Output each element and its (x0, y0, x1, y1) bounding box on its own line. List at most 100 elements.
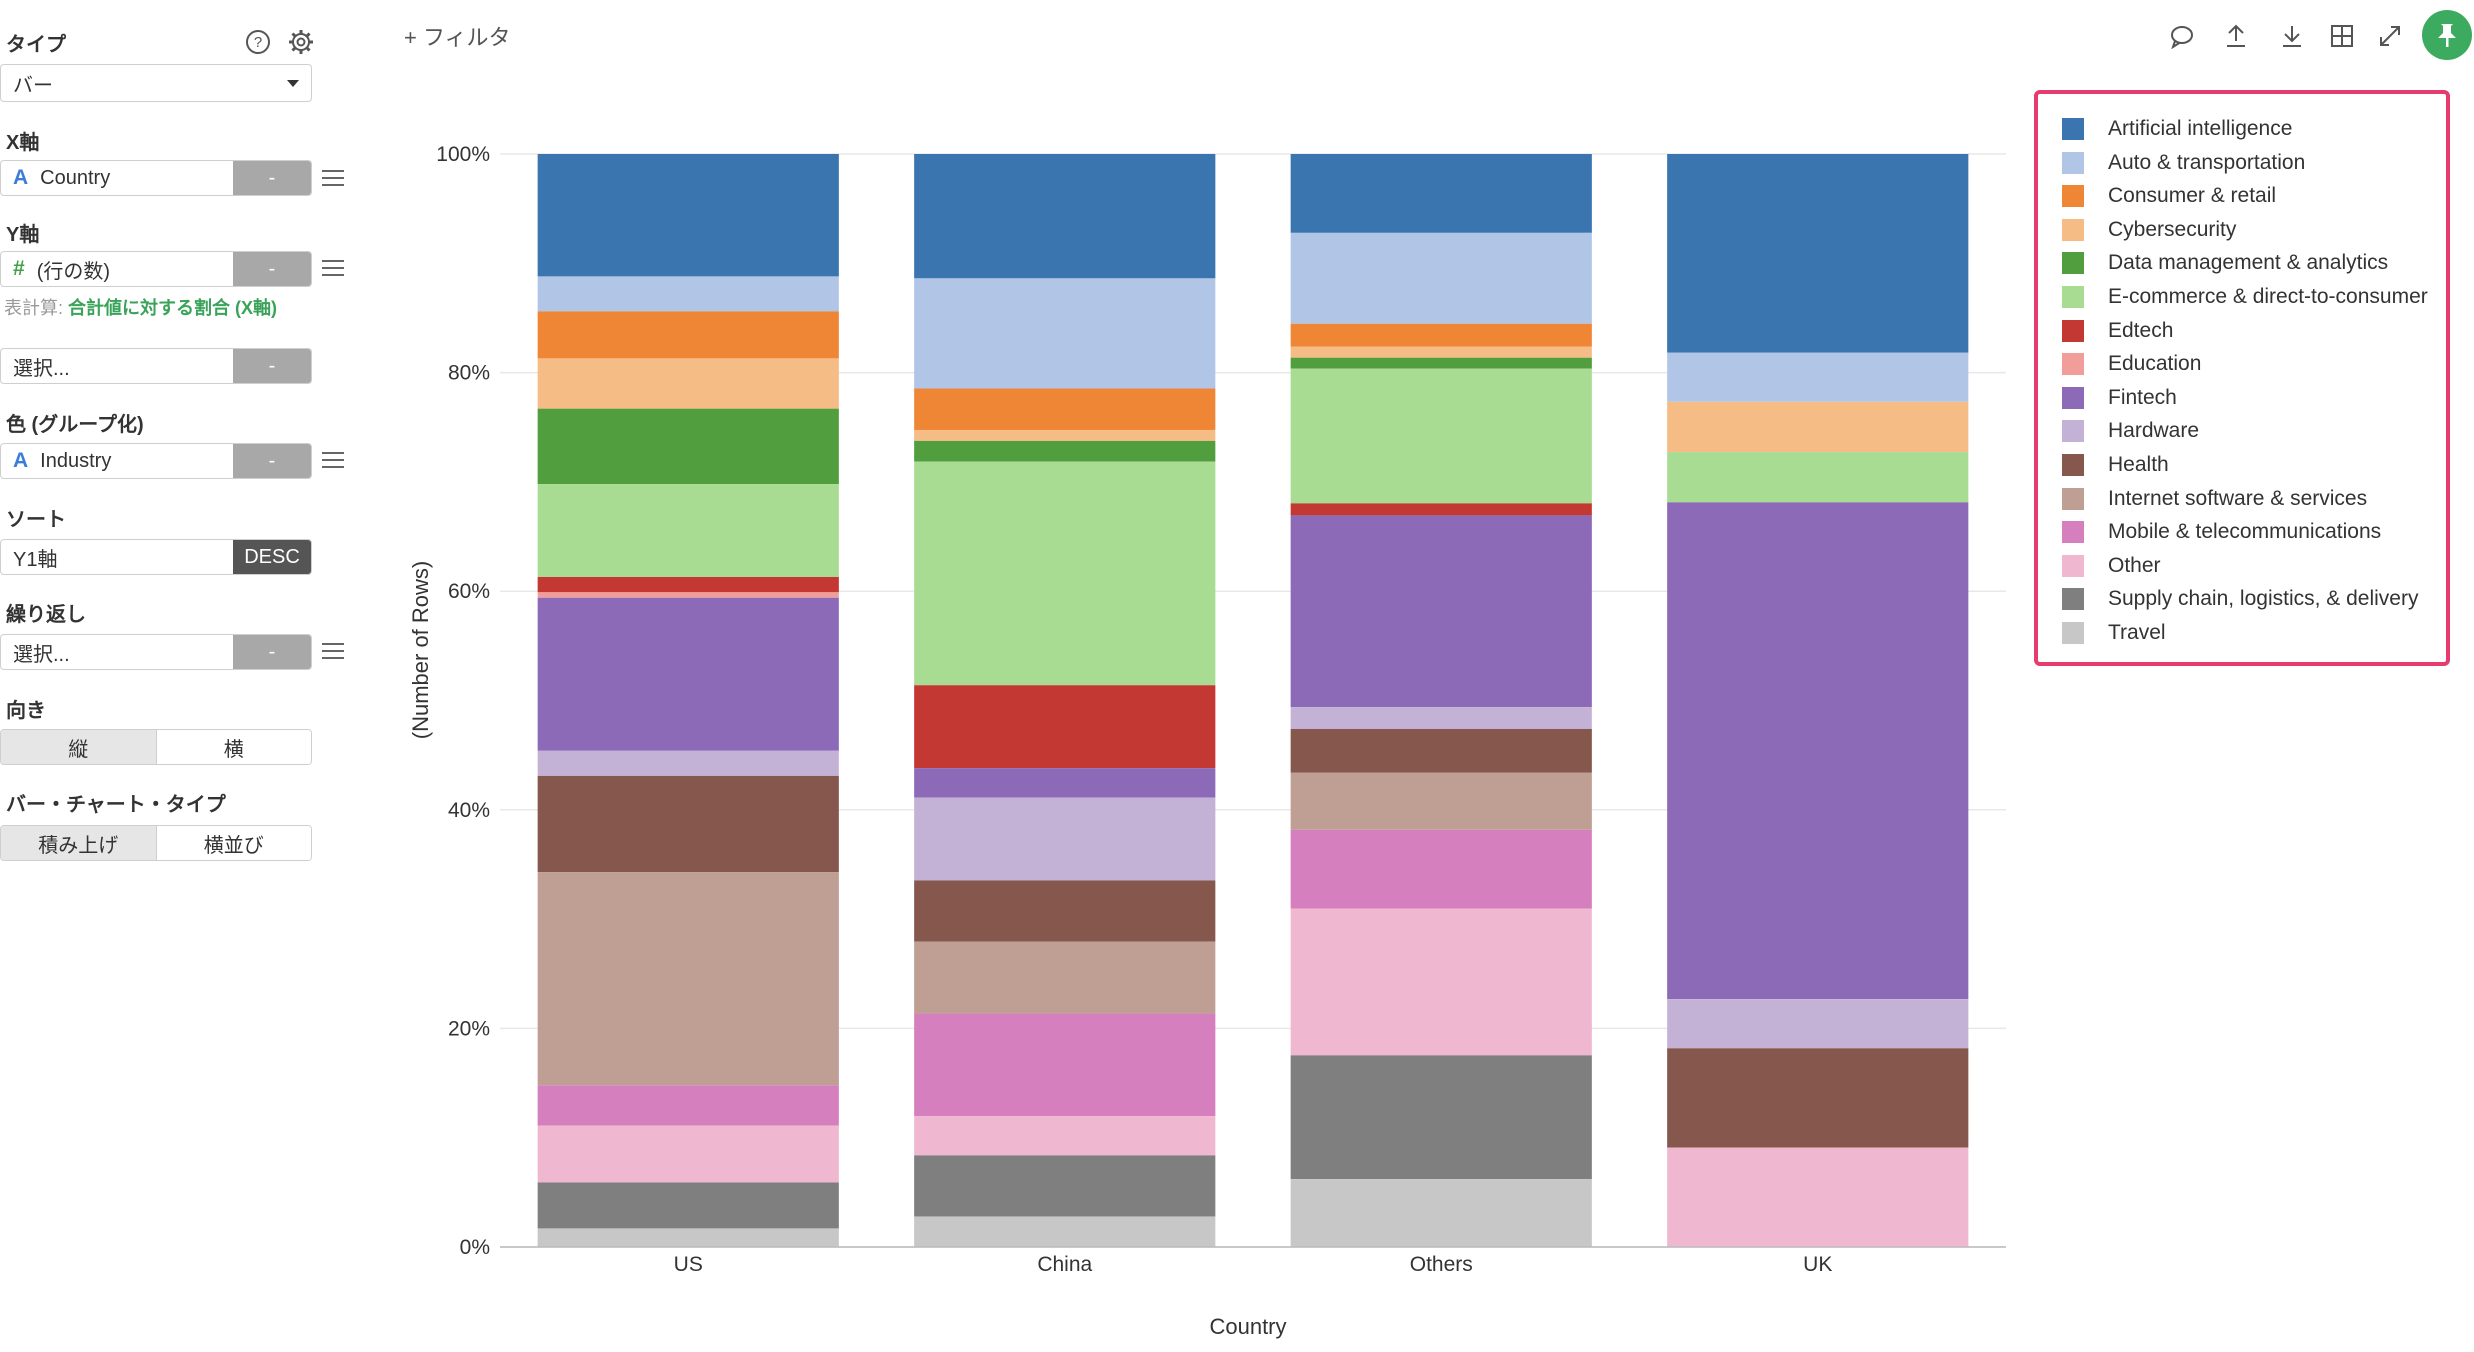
legend-item[interactable]: Supply chain, logistics, & delivery (2062, 584, 2418, 614)
bar-segment[interactable] (914, 1013, 1216, 1117)
bar-segment[interactable] (537, 358, 839, 409)
bar-segment[interactable] (537, 154, 839, 277)
bar-segment[interactable] (1290, 515, 1592, 708)
bar-segment[interactable] (1667, 502, 1969, 1000)
bar-segment[interactable] (537, 597, 839, 751)
bar-segment[interactable] (914, 1155, 1216, 1217)
bar-segment[interactable] (537, 576, 839, 593)
color-field[interactable]: A Industry - (0, 443, 312, 479)
bar-segment[interactable] (537, 1182, 839, 1229)
add-filter-button[interactable]: + フィルタ (404, 25, 511, 50)
y2-axis-option-button[interactable]: - (233, 349, 311, 383)
bar-segment[interactable] (914, 429, 1216, 441)
bar-segment[interactable] (537, 1085, 839, 1126)
bar-segment[interactable] (537, 592, 839, 598)
legend-item[interactable]: Fintech (2062, 383, 2177, 413)
bar-segment[interactable] (1290, 323, 1592, 347)
color-option-button[interactable]: - (233, 444, 311, 478)
bar-segment[interactable] (537, 484, 839, 577)
bar-segment[interactable] (1667, 352, 1969, 402)
legend-item[interactable]: Data management & analytics (2062, 248, 2388, 278)
y2-axis-field[interactable]: 選択... - (0, 348, 312, 384)
bar-segment[interactable] (914, 388, 1216, 430)
legend-item[interactable]: Travel (2062, 618, 2166, 648)
bar-segment[interactable] (537, 1228, 839, 1247)
bar-segment[interactable] (914, 1216, 1216, 1247)
orientation-horizontal-button[interactable]: 横 (156, 730, 311, 764)
download-icon[interactable] (2278, 22, 2306, 50)
bar-segment[interactable] (914, 461, 1216, 686)
bar-segment[interactable] (914, 685, 1216, 769)
comment-icon[interactable] (2168, 22, 2196, 50)
bar-segment[interactable] (1667, 999, 1969, 1049)
x-axis-option-button[interactable]: - (233, 161, 311, 195)
bar-segment[interactable] (1290, 232, 1592, 324)
legend-item[interactable]: Cybersecurity (2062, 215, 2236, 245)
legend-item[interactable]: Auto & transportation (2062, 148, 2305, 178)
bar-type-stacked-button[interactable]: 積み上げ (1, 826, 157, 860)
repeat-field[interactable]: 選択... - (0, 634, 312, 670)
bar-segment[interactable] (914, 768, 1216, 798)
bar-segment[interactable] (537, 311, 839, 359)
bar-type-side-button[interactable]: 横並び (156, 826, 311, 860)
repeat-menu-icon[interactable] (322, 643, 344, 661)
bar-segment[interactable] (537, 750, 839, 776)
bar-segment[interactable] (1290, 1055, 1592, 1180)
bar-segment[interactable] (1667, 1048, 1969, 1148)
legend-item[interactable]: Edtech (2062, 316, 2173, 346)
bar-segment[interactable] (1667, 452, 1969, 503)
x-axis-field[interactable]: A Country - (0, 160, 312, 196)
table-icon[interactable] (2328, 22, 2356, 50)
bar-segment[interactable] (1290, 707, 1592, 729)
legend-item[interactable]: Health (2062, 450, 2169, 480)
repeat-option-button[interactable]: - (233, 635, 311, 669)
bar-segment[interactable] (1290, 772, 1592, 830)
table-calculation-note[interactable]: 表計算: 合計値に対する割合 (X軸) (4, 298, 278, 318)
pin-button[interactable] (2422, 10, 2472, 60)
bar-segment[interactable] (1290, 728, 1592, 773)
legend-item[interactable]: Hardware (2062, 416, 2199, 446)
gear-icon[interactable] (288, 29, 314, 55)
bar-segment[interactable] (914, 278, 1216, 389)
bar-segment[interactable] (914, 440, 1216, 462)
help-icon[interactable]: ? (246, 30, 270, 54)
y-axis-menu-icon[interactable] (322, 260, 344, 278)
y-axis-field[interactable]: # (行の数) - (0, 251, 312, 287)
bar-segment[interactable] (1290, 368, 1592, 504)
orientation-vertical-button[interactable]: 縦 (1, 730, 157, 764)
bar-segment[interactable] (1290, 908, 1592, 1056)
legend-item[interactable]: Mobile & telecommunications (2062, 517, 2381, 547)
bar-segment[interactable] (1667, 1147, 1969, 1247)
chart-type-select[interactable]: バー (0, 64, 312, 102)
bar-segment[interactable] (537, 872, 839, 1086)
bar-segment[interactable] (914, 880, 1216, 942)
legend-item[interactable]: E-commerce & direct-to-consumer (2062, 282, 2428, 312)
bar-segment[interactable] (914, 1116, 1216, 1156)
expand-icon[interactable] (2376, 22, 2404, 50)
color-menu-icon[interactable] (322, 452, 344, 470)
legend-item[interactable]: Education (2062, 349, 2201, 379)
upload-icon[interactable] (2222, 22, 2250, 50)
legend-item[interactable]: Internet software & services (2062, 484, 2367, 514)
x-axis-menu-icon[interactable] (322, 170, 344, 188)
bar-segment[interactable] (537, 1125, 839, 1183)
legend-item[interactable]: Other (2062, 551, 2161, 581)
bar-segment[interactable] (1290, 357, 1592, 369)
legend-item[interactable]: Consumer & retail (2062, 181, 2276, 211)
bar-segment[interactable] (537, 775, 839, 873)
bar-segment[interactable] (1290, 1179, 1592, 1247)
sort-field[interactable]: Y1軸 DESC (0, 539, 312, 575)
bar-segment[interactable] (914, 154, 1216, 279)
sort-order-button[interactable]: DESC (233, 540, 311, 574)
bar-segment[interactable] (1667, 154, 1969, 353)
bar-segment[interactable] (1290, 503, 1592, 516)
bar-segment[interactable] (537, 408, 839, 485)
bar-segment[interactable] (1290, 154, 1592, 233)
bar-segment[interactable] (1290, 346, 1592, 358)
bar-segment[interactable] (537, 276, 839, 312)
bar-segment[interactable] (914, 941, 1216, 1014)
legend-item[interactable]: Artificial intelligence (2062, 114, 2292, 144)
bar-segment[interactable] (1667, 401, 1969, 453)
bar-segment[interactable] (1290, 829, 1592, 909)
y-axis-option-button[interactable]: - (233, 252, 311, 286)
